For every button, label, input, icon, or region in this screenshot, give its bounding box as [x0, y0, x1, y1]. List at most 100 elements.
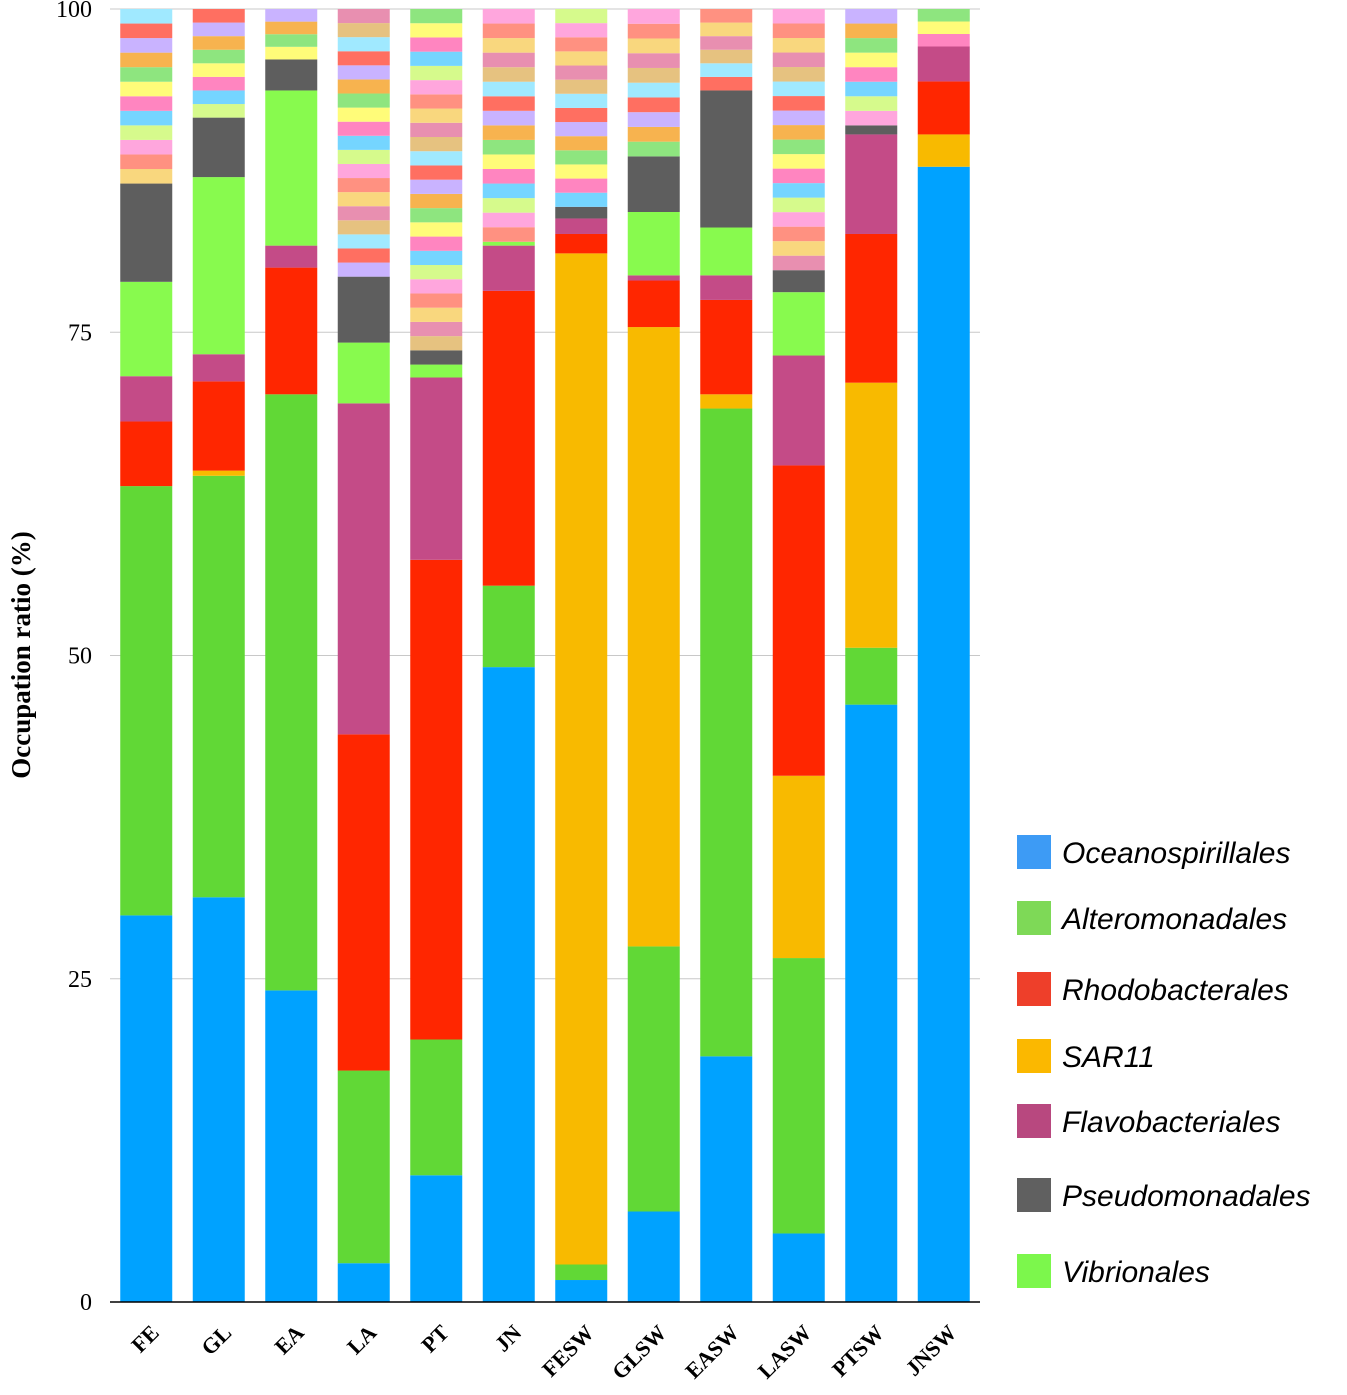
bar-segment-other	[917, 9, 970, 22]
bar-segment-other	[120, 139, 173, 155]
bar-segment-other	[700, 36, 753, 50]
bar-segment-other	[482, 125, 535, 140]
bar-segment-other	[410, 80, 463, 95]
bar-segment-other	[772, 23, 825, 39]
bar-segment-alteromonadales	[265, 394, 318, 991]
bar-segment-other	[845, 67, 898, 82]
bar-segment-other	[772, 168, 825, 184]
bar-segment-other	[482, 183, 535, 199]
bar-segment-oceanospirillales	[482, 667, 535, 1302]
x-tick-label: GLSW	[607, 1320, 671, 1384]
bar-segment-vibrionales	[192, 177, 245, 355]
bar-segment-rhodobacterales	[700, 299, 753, 395]
bar-segment-oceanospirillales	[845, 704, 898, 1302]
bar-segment-other	[120, 81, 173, 97]
bar-segment-other	[410, 65, 463, 81]
bar-segment-other	[337, 79, 390, 94]
bar-segment-oceanospirillales	[265, 990, 318, 1302]
bar-segment-other	[700, 76, 753, 91]
bar-segment-other	[482, 198, 535, 213]
bar-segment-other	[482, 212, 535, 228]
bar-segment-flavobacteriales	[192, 354, 245, 382]
bar-segment-rhodobacterales	[917, 81, 970, 135]
bar-segment-other	[772, 212, 825, 227]
bar-segment-other	[410, 222, 463, 237]
bar-segment-rhodobacterales	[482, 290, 535, 586]
bar-segment-other	[410, 321, 463, 337]
bar-segment-other	[410, 250, 463, 266]
bar-segment-pseudomonadales	[772, 270, 825, 293]
bar-segment-other	[192, 9, 245, 23]
legend-swatch	[1017, 835, 1051, 869]
bar-segment-vibrionales	[700, 227, 753, 276]
bar-segment-other	[337, 234, 390, 249]
bar-segment-other	[337, 220, 390, 235]
x-tick-label: JNSW	[900, 1320, 961, 1381]
x-tick-label: EA	[269, 1320, 308, 1359]
bar-segment-rhodobacterales	[337, 734, 390, 1071]
bar-segment-other	[120, 169, 173, 184]
bar-segment-other	[337, 65, 390, 80]
bar-segment-flavobacteriales	[337, 403, 390, 735]
bar-segment-other	[192, 49, 245, 64]
bar-segment-oceanospirillales	[700, 1056, 753, 1302]
bar-segment-flavobacteriales	[700, 275, 753, 300]
bar-segment-other	[192, 90, 245, 105]
bar-segment-alteromonadales	[627, 946, 680, 1212]
bar-segment-other	[482, 23, 535, 39]
bar-segment-other	[337, 9, 390, 24]
bar-segment-vibrionales	[410, 364, 463, 378]
bar-segment-pseudomonadales	[265, 59, 318, 91]
y-tick-label: 25	[68, 967, 92, 993]
bars	[120, 9, 970, 1303]
y-tick-label: 100	[56, 0, 92, 23]
bar-segment-other	[265, 21, 318, 35]
bar-segment-flavobacteriales	[482, 245, 535, 291]
bar-segment-other	[627, 141, 680, 157]
bar-segment-other	[337, 206, 390, 221]
bar-segment-other	[120, 23, 173, 39]
legend-swatch	[1017, 1104, 1051, 1138]
bar-segment-other	[555, 9, 608, 24]
bar-segment-other	[700, 63, 753, 77]
bar-segment-alteromonadales	[845, 647, 898, 705]
bar-segment-oceanospirillales	[410, 1175, 463, 1302]
bar-segment-other	[917, 33, 970, 47]
legend-swatch	[1017, 1039, 1051, 1073]
legend-swatch	[1017, 1178, 1051, 1212]
bar-segment-other	[627, 97, 680, 113]
bar-segment-other	[772, 241, 825, 256]
y-axis-label: Occupation ratio (%)	[6, 531, 36, 778]
bar-segment-other	[845, 52, 898, 68]
bar-segment-pseudomonadales	[192, 117, 245, 178]
bar-segment-other	[555, 93, 608, 108]
bar-segment-other	[410, 193, 463, 209]
legend-label: Oceanospirillales	[1062, 837, 1290, 870]
bar-segment-other	[482, 81, 535, 97]
bar-segment-other	[482, 154, 535, 170]
bar-segment-other	[772, 183, 825, 198]
bar-segment-other	[627, 112, 680, 127]
x-tick-label: EASW	[680, 1320, 743, 1383]
bar-segment-other	[410, 165, 463, 180]
bar-segment-other	[555, 178, 608, 193]
bar-segment-other	[410, 279, 463, 294]
bar-segment-other	[555, 164, 608, 179]
bar-segment-other	[410, 151, 463, 166]
legend: Oceanospirillales Alteromonadales Rhodobac…	[1017, 835, 1311, 1289]
bar-segment-vibrionales	[482, 241, 535, 246]
bar-segment-flavobacteriales	[845, 134, 898, 234]
bar-segment-other	[845, 96, 898, 111]
legend-label: Pseudomonadales	[1062, 1180, 1311, 1213]
bar-segment-other	[120, 38, 173, 53]
bar-segment-alteromonadales	[700, 408, 753, 1057]
bar-segment-other	[482, 9, 535, 24]
bar-segment-other	[337, 107, 390, 122]
bar-segment-other	[337, 135, 390, 150]
y-tick-label: 75	[68, 320, 92, 346]
bar-segment-alteromonadales	[410, 1039, 463, 1176]
x-tick-label: PT	[416, 1320, 454, 1358]
legend-label: Alteromonadales	[1060, 903, 1287, 936]
bar-segment-other	[192, 76, 245, 91]
